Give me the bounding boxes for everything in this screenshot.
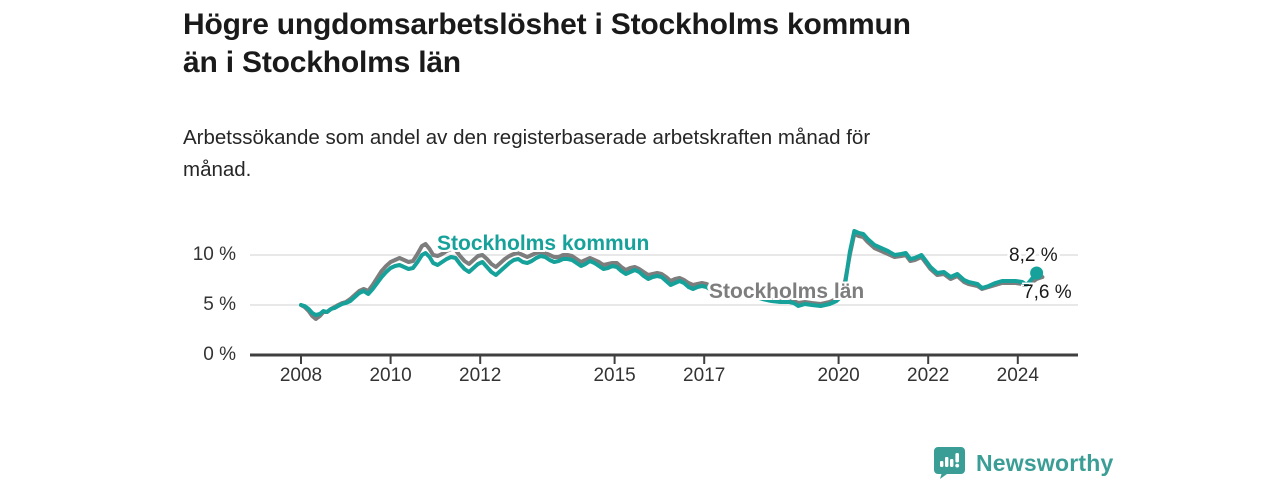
chart-subtitle: Arbetssökande som andel av den registerb… — [183, 122, 1083, 186]
series-label-stockholms-lan: Stockholms län — [709, 280, 865, 303]
series-line-stockholms-l-n — [299, 232, 1045, 321]
x-axis-label: 2017 — [683, 365, 726, 386]
chart-title-line-1: Högre ungdomsarbetslöshet i Stockholms k… — [183, 8, 911, 41]
x-axis-label: 2010 — [369, 365, 412, 386]
chart-title-line-2: än i Stockholms län — [183, 46, 461, 79]
newsworthy-logo-icon — [934, 447, 965, 479]
x-axis-label: 2012 — [459, 365, 502, 386]
series-line-stockholms-kommun — [299, 229, 1039, 317]
x-axis-label: 2015 — [593, 365, 636, 386]
x-axis-label: 2024 — [996, 365, 1039, 386]
y-axis-label: 10 % — [192, 244, 236, 265]
last-value-dot — [1030, 266, 1044, 280]
chart-title: Högre ungdomsarbetslöshet i Stockholms k… — [183, 6, 1163, 82]
series-label-stockholms-kommun: Stockholms kommun — [437, 232, 650, 255]
newsworthy-logo[interactable]: Newsworthy — [933, 446, 1113, 480]
x-axis-label: 2008 — [279, 365, 323, 386]
y-axis-label: 5 % — [203, 294, 236, 315]
x-axis-label: 2022 — [907, 365, 950, 386]
end-value-label-lan: 7,6 % — [1023, 282, 1072, 303]
chart-subtitle-line-2: månad. — [183, 158, 252, 181]
chart-subtitle-line-1: Arbetssökande som andel av den registerb… — [183, 126, 871, 149]
x-axis-label: 2020 — [817, 365, 860, 386]
y-axis-label: 0 % — [203, 344, 236, 365]
end-value-label-kommun: 8,2 % — [1009, 245, 1058, 266]
brand-name: Newsworthy — [976, 449, 1114, 476]
y-axis: 0 % 5 % 10 % — [160, 0, 236, 480]
